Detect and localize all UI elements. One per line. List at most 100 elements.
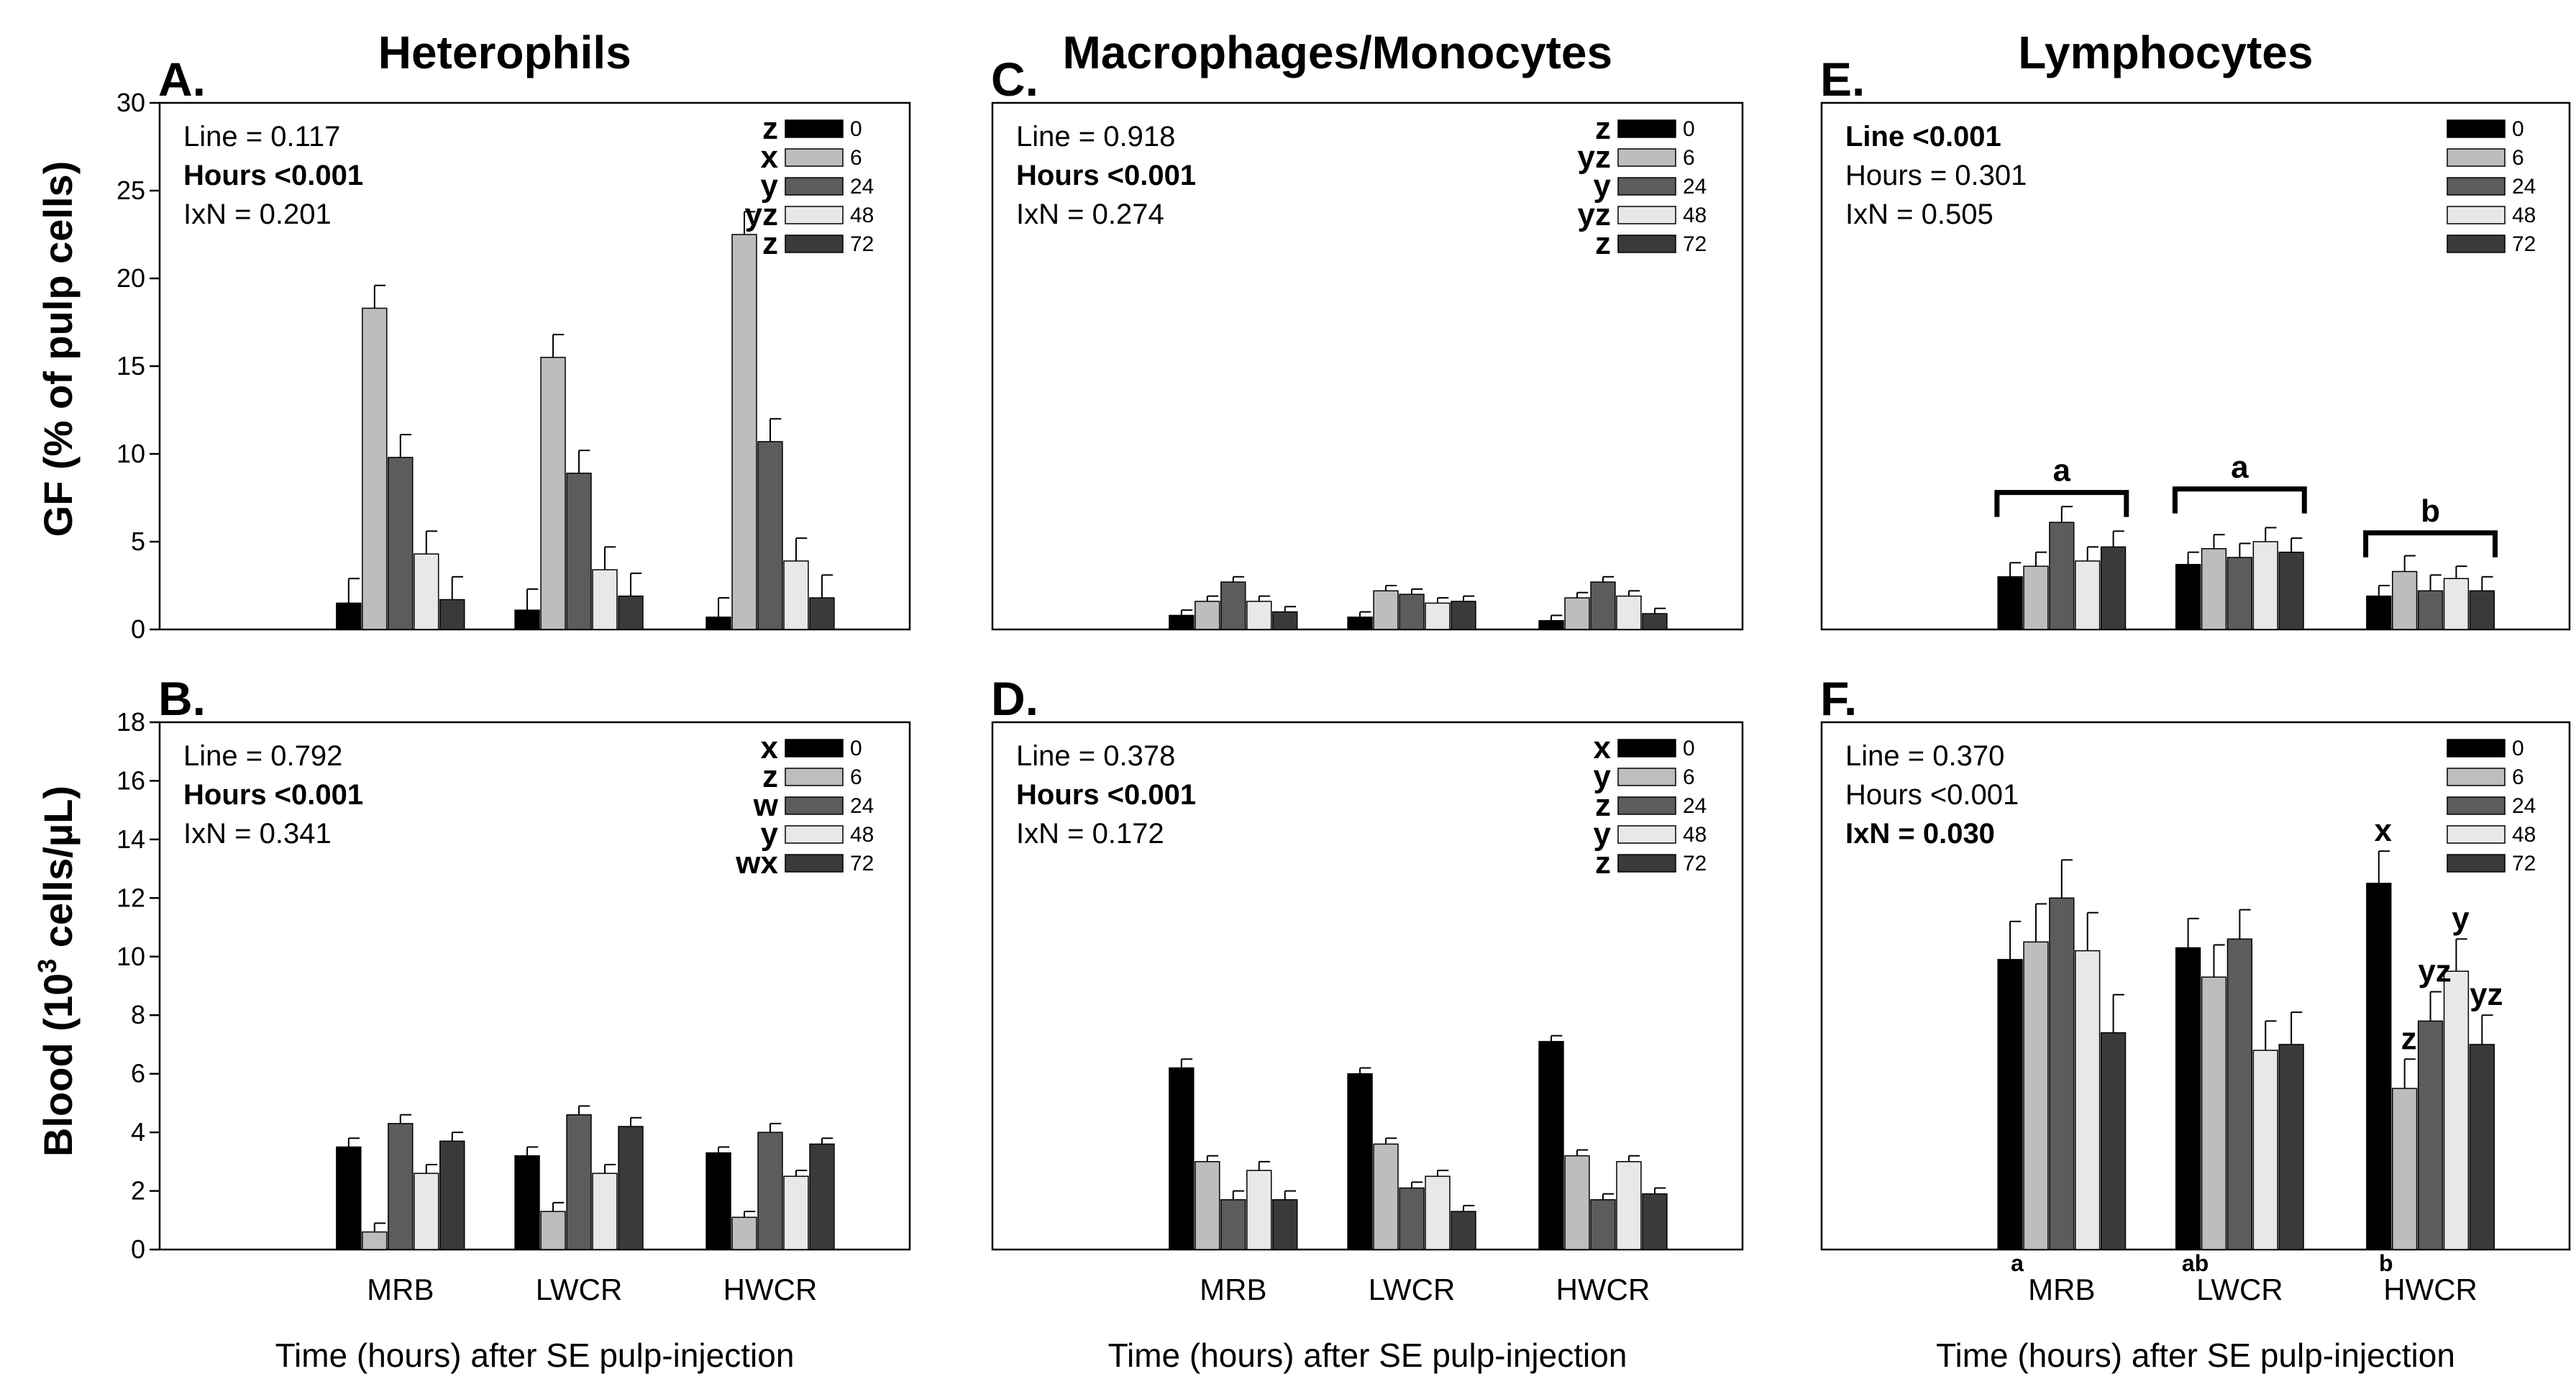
y-tick-label: 16 [117,765,145,795]
bar [783,560,809,630]
bar [1590,581,1616,630]
legend-significance-letter: wx [735,845,778,880]
bar [2075,560,2101,630]
bar [1997,959,2023,1250]
legend-swatch [1617,235,1676,253]
legend-swatch [1617,739,1676,757]
bar [1997,576,2023,630]
panel-d: D. Line = 0.378 Hours <0.001 IxN = 0.172 0 x 6… [991,672,1744,1374]
y-axis-label-blood-prefix: Blood (10 [35,973,81,1157]
bar-significance-letter: yz [2418,954,2451,989]
category-label: LWCR [536,1273,623,1306]
category-label: LWCR [1369,1273,1456,1306]
stat-text: Line = 0.378 [1016,740,1175,772]
y-tick-label: 18 [117,707,145,737]
panel-letter: C. [991,53,1038,106]
legend-swatch [2447,854,2506,873]
legend-swatch [785,148,844,167]
bar [705,1152,731,1250]
y-axis-label-gf: GF (% of pulp cells) [35,161,81,537]
stat-text: IxN = 0.274 [1016,199,1164,230]
y-tick-label: 0 [131,1234,145,1264]
y-tick-label: 2 [131,1176,145,1206]
bar [809,1143,835,1250]
bar [2175,947,2201,1250]
legend-label: 48 [2512,823,2536,847]
legend-label: 48 [1683,204,1707,227]
legend-label: 6 [2512,765,2524,789]
bar [1246,601,1272,630]
legend-swatch [2447,235,2506,253]
bar [1195,601,1220,630]
legend-significance-letter: x [761,730,779,765]
legend-significance-letter: yz [1578,197,1611,232]
stat-text: IxN = 0.201 [183,199,332,230]
legend-label: 6 [2512,146,2524,170]
legend-label: 72 [850,232,874,256]
bar [1347,1073,1373,1250]
legend-significance-letter: x [1594,730,1612,765]
bar-significance-letter: y [2452,901,2470,936]
bar [2175,563,2201,630]
group-bracket-letter: a [2231,450,2249,485]
legend-swatch [2447,206,2506,224]
bar-significance-letter: yz [2470,977,2503,1012]
legend-swatch [1617,177,1676,196]
stat-text: Line = 0.370 [1845,740,2004,772]
category-label: MRB [2028,1273,2095,1306]
legend-label: 6 [850,765,862,789]
legend-swatch [2447,825,2506,844]
bar [1169,614,1195,630]
bar [809,597,835,630]
bar [1272,611,1298,630]
bar [1169,1067,1195,1250]
legend-swatch [2447,768,2506,786]
bar [1399,593,1425,630]
x-axis-label: Time (hours) after SE pulp-injection [1936,1337,2455,1374]
bar [540,357,566,630]
panel-title: Heterophils [378,27,631,78]
legend-label: 72 [2512,232,2536,256]
panel-title: Lymphocytes [2018,27,2313,78]
legend-label: 24 [850,175,874,199]
legend-swatch [2447,119,2506,138]
legend-significance-letter: z [762,759,778,794]
legend-significance-letter: z [1595,788,1611,823]
bar [2252,1050,2278,1250]
stat-text: IxN = 0.172 [1016,818,1164,850]
legend-swatch [1617,768,1676,786]
bar [1564,597,1590,630]
bar-significance-letter: z [2401,1021,2417,1056]
panel-letter: E. [1820,53,1865,106]
legend-significance-letter: yz [1578,140,1611,175]
legend-significance-letter: w [753,788,779,823]
panel-letter: B. [158,672,206,725]
bar [757,441,783,630]
bar [388,457,414,630]
bar [705,616,731,630]
legend-swatch [785,119,844,138]
bar [566,1114,592,1250]
legend-swatch [1617,854,1676,873]
y-tick-label: 5 [131,527,145,556]
bar [2443,578,2470,630]
legend-label: 48 [850,823,874,847]
bar [1616,1161,1642,1250]
legend-label: 72 [850,852,874,875]
stat-text: Line = 0.117 [183,121,340,153]
legend-label: 0 [2512,737,2524,760]
category-label: HWCR [2383,1273,2477,1306]
stat-text: Hours <0.001 [183,779,363,811]
legend-label: 72 [2512,852,2536,875]
bar [2417,590,2444,630]
bar [2443,970,2470,1250]
category-label: MRB [367,1273,434,1306]
bar [2049,897,2075,1250]
bar [514,609,540,630]
legend-swatch [785,768,844,786]
bar [1564,1155,1590,1250]
bar [2023,565,2049,630]
bar [1451,601,1476,630]
